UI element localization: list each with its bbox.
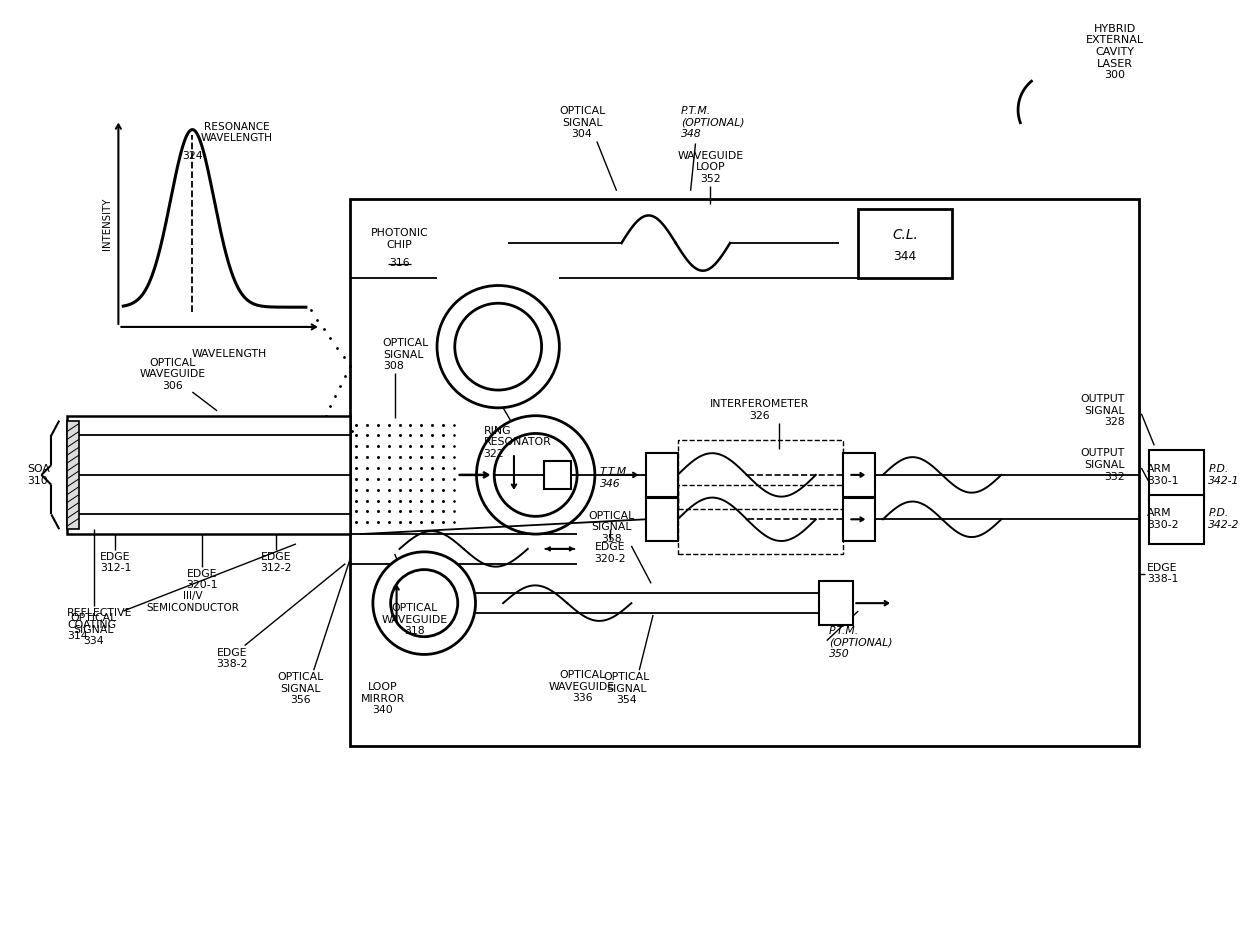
Text: III/V
SEMICONDUCTOR: III/V SEMICONDUCTOR — [146, 591, 239, 613]
Text: EDGE
320-2: EDGE 320-2 — [594, 542, 625, 564]
Text: INTENSITY: INTENSITY — [103, 197, 113, 250]
Text: PHOTONIC
CHIP: PHOTONIC CHIP — [371, 228, 428, 250]
Text: OPTICAL
WAVEGUIDE
336: OPTICAL WAVEGUIDE 336 — [549, 670, 615, 703]
Bar — [646, 453, 678, 496]
Text: OPTICAL
SIGNAL
358: OPTICAL SIGNAL 358 — [589, 511, 635, 544]
Text: OPTICAL
SIGNAL
334: OPTICAL SIGNAL 334 — [71, 613, 117, 646]
Text: EDGE
320-1: EDGE 320-1 — [186, 568, 218, 590]
Text: SOA
310: SOA 310 — [27, 464, 51, 485]
Bar — [858, 209, 952, 278]
Circle shape — [455, 303, 542, 390]
Text: HYBRID
EXTERNAL
CAVITY
LASER
300: HYBRID EXTERNAL CAVITY LASER 300 — [1086, 24, 1143, 80]
Text: OPTICAL
WAVEGUIDE
306: OPTICAL WAVEGUIDE 306 — [140, 358, 206, 391]
Text: 324: 324 — [182, 151, 202, 161]
Text: OPTICAL
SIGNAL
308: OPTICAL SIGNAL 308 — [383, 338, 429, 371]
Text: OPTICAL
SIGNAL
354: OPTICAL SIGNAL 354 — [604, 672, 650, 705]
Text: 344: 344 — [894, 251, 916, 264]
Text: EDGE
338-1: EDGE 338-1 — [1147, 563, 1179, 584]
Circle shape — [495, 434, 577, 516]
Text: P.D.
342-2: P.D. 342-2 — [1209, 509, 1240, 530]
Bar — [350, 198, 1140, 746]
Text: P.D.
342-1: P.D. 342-1 — [1209, 464, 1240, 485]
Bar — [646, 497, 678, 541]
Bar — [843, 497, 875, 541]
Bar — [1149, 495, 1204, 544]
Bar — [67, 416, 350, 534]
Text: P.T.M.
(OPTIONAL)
350: P.T.M. (OPTIONAL) 350 — [828, 626, 892, 659]
Text: OPTICAL
SIGNAL
356: OPTICAL SIGNAL 356 — [278, 672, 324, 705]
Text: ARM
330-2: ARM 330-2 — [1147, 509, 1179, 530]
Bar — [678, 484, 843, 554]
Bar — [843, 453, 875, 496]
Text: INTERFEROMETER
326: INTERFEROMETER 326 — [711, 399, 810, 421]
Text: T.T.M.
346: T.T.M. 346 — [600, 468, 630, 489]
Text: OPTICAL
WAVEGUIDE
318: OPTICAL WAVEGUIDE 318 — [381, 603, 448, 637]
Text: RESONANCE
WAVELENGTH: RESONANCE WAVELENGTH — [201, 122, 273, 143]
Text: REFLECTIVE
COATING
314: REFLECTIVE COATING 314 — [67, 608, 133, 641]
Bar — [678, 440, 843, 510]
Text: WAVELENGTH: WAVELENGTH — [192, 349, 268, 359]
Circle shape — [476, 416, 595, 534]
Text: P.T.M.
(OPTIONAL)
348: P.T.M. (OPTIONAL) 348 — [681, 107, 744, 139]
Text: EDGE
312-1: EDGE 312-1 — [99, 552, 131, 573]
Text: LOOP
MIRROR
340: LOOP MIRROR 340 — [361, 682, 405, 715]
Text: EDGE
312-2: EDGE 312-2 — [260, 552, 291, 573]
Circle shape — [391, 569, 458, 637]
Text: C.L.: C.L. — [893, 228, 918, 242]
Text: 316: 316 — [389, 258, 410, 267]
Bar — [543, 461, 572, 489]
Text: OPTICAL
SIGNAL
304: OPTICAL SIGNAL 304 — [559, 107, 605, 139]
Text: RING
RESONATOR
322: RING RESONATOR 322 — [484, 425, 551, 459]
Text: OUTPUT
SIGNAL
328: OUTPUT SIGNAL 328 — [1080, 395, 1125, 427]
Text: EDGE
338-2: EDGE 338-2 — [216, 648, 248, 669]
Bar — [67, 421, 79, 529]
Text: WAVEGUIDE
LOOP
352: WAVEGUIDE LOOP 352 — [677, 151, 743, 184]
Text: ARM
330-1: ARM 330-1 — [1147, 464, 1179, 485]
Bar — [818, 582, 853, 625]
Bar — [1149, 451, 1204, 499]
Circle shape — [373, 552, 475, 654]
Text: OUTPUT
SIGNAL
332: OUTPUT SIGNAL 332 — [1080, 449, 1125, 482]
Circle shape — [436, 285, 559, 408]
